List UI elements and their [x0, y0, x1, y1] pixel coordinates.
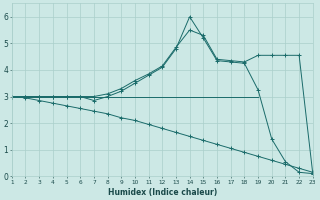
- X-axis label: Humidex (Indice chaleur): Humidex (Indice chaleur): [108, 188, 217, 197]
